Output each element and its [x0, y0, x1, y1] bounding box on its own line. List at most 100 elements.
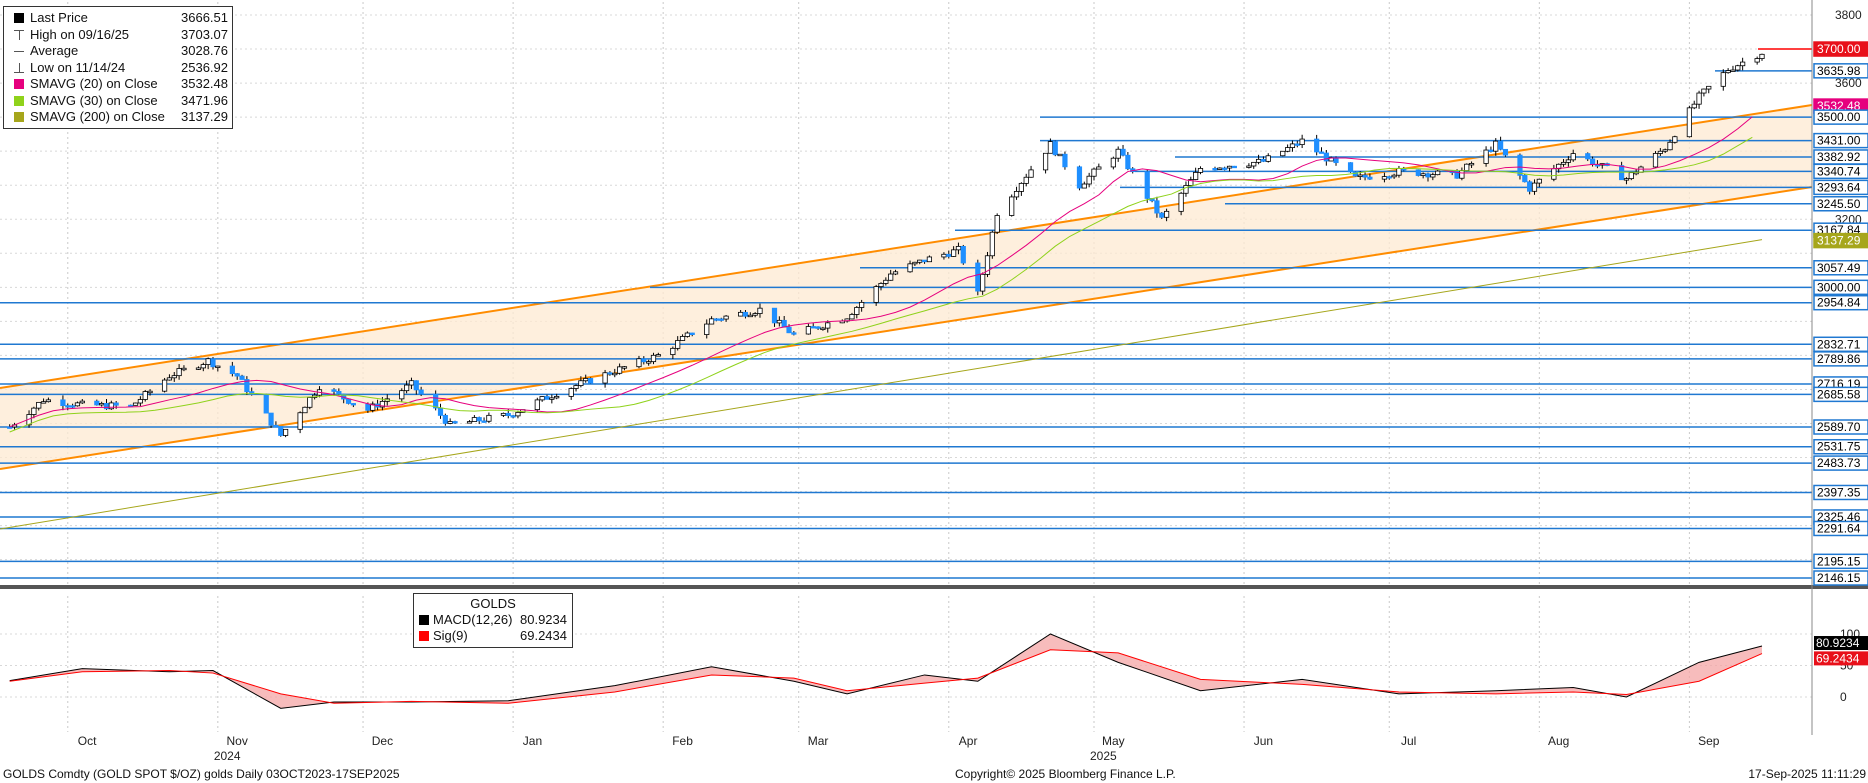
candle-body	[980, 273, 986, 292]
smavg-30-line	[9, 136, 1753, 433]
candle-body	[912, 261, 918, 265]
candle-body	[1125, 154, 1131, 170]
legend-label: Low on 11/14/24	[30, 59, 126, 75]
legend-label: High on 09/16/25	[30, 26, 130, 42]
macd-label: 69.2434	[1816, 651, 1860, 665]
candle-body	[951, 249, 957, 257]
candle-body	[200, 364, 206, 369]
level-label: 3635.98	[1817, 64, 1861, 78]
candle-body	[1091, 168, 1097, 177]
legend-value: 3471.96	[181, 92, 228, 108]
level-label-box	[1813, 132, 1868, 149]
candle-body	[1251, 161, 1257, 167]
candle-body	[757, 307, 763, 314]
candle-body	[650, 354, 657, 363]
level-label: 3000.00	[1817, 280, 1861, 294]
candle-body	[404, 384, 410, 392]
level-label: 2589.70	[1817, 420, 1861, 434]
candle-body	[36, 401, 42, 409]
candle-body	[181, 367, 187, 371]
candle-body	[1706, 85, 1712, 90]
macd-legend-row: MACD(12,26) 80.9234	[419, 612, 567, 628]
level-label: 2195.15	[1817, 554, 1861, 568]
candle-body	[476, 417, 482, 422]
candle-body	[413, 380, 419, 391]
candle-body	[670, 347, 676, 355]
candle-body	[1323, 152, 1329, 162]
candle-body	[718, 318, 724, 321]
candle-body	[1517, 154, 1523, 176]
candle-body	[1628, 172, 1634, 180]
level-label-box	[1813, 41, 1868, 57]
level-label-box	[1813, 294, 1868, 311]
candle-body	[534, 399, 540, 411]
level-label-box	[1813, 260, 1868, 276]
level-label-box	[1813, 484, 1868, 501]
candle-body	[771, 307, 778, 324]
price-tick-label: 3600	[1835, 76, 1862, 90]
level-label: 2325.46	[1817, 510, 1861, 524]
level-label: 3340.74	[1817, 164, 1861, 178]
candle-body	[142, 391, 148, 400]
candle-body	[679, 336, 686, 341]
candle-body	[1212, 168, 1218, 171]
candle-body	[989, 231, 995, 257]
candle-body	[505, 412, 511, 417]
candle-body	[921, 259, 928, 263]
candle-body	[1018, 182, 1024, 192]
level-label: 2954.84	[1817, 296, 1861, 310]
x-month-label: Jun	[1254, 734, 1273, 748]
candle-body	[1314, 138, 1320, 153]
level-label: 2397.35	[1817, 485, 1861, 499]
candle-body	[408, 380, 415, 386]
x-month-label: Jan	[523, 734, 542, 748]
candle-body	[1197, 168, 1204, 173]
trend-channel-upper	[0, 104, 1813, 389]
candle-body	[805, 326, 811, 335]
candle-body	[984, 255, 991, 275]
level-label-box	[1813, 553, 1868, 570]
smavg-200-line	[0, 239, 1763, 530]
legend-value: 3137.29	[181, 109, 228, 124]
candle-body	[742, 311, 749, 317]
macd-label-box	[1814, 636, 1868, 651]
candle-body	[103, 403, 110, 410]
candle-body	[1483, 149, 1489, 164]
candle-body	[617, 366, 623, 374]
candle-body	[447, 421, 453, 424]
candle-body	[331, 389, 337, 392]
candle-body	[810, 326, 816, 329]
candle-body	[815, 326, 821, 329]
candle-body	[747, 314, 753, 318]
candle-body	[1052, 141, 1058, 156]
candle-body	[481, 420, 487, 423]
level-label-box	[1813, 109, 1868, 125]
candle-body	[1536, 178, 1542, 184]
candle-body	[1188, 179, 1194, 186]
candle-body	[994, 215, 1000, 233]
candle-body	[418, 389, 424, 395]
legend-row: SMAVG (200) on Close 3137.29	[8, 109, 228, 126]
legend-swatch	[14, 79, 24, 90]
level-label-box	[1813, 419, 1868, 435]
candle-body	[379, 400, 386, 408]
legend-row: Low on 11/14/24 2536.92	[8, 60, 228, 77]
candle-body	[302, 406, 308, 414]
candle-body	[229, 365, 235, 375]
candle-body	[195, 367, 202, 370]
candle-body	[708, 318, 715, 325]
candle-body	[1086, 175, 1092, 185]
macd-panel	[0, 596, 1812, 732]
level-label: 3500.00	[1817, 110, 1861, 124]
candle-body	[1096, 166, 1102, 170]
candle-body	[452, 421, 458, 424]
macd-swatch	[419, 615, 429, 625]
level-label-box	[1813, 570, 1868, 586]
level-label-box	[1813, 520, 1868, 537]
footer-timestamp: 17-Sep-2025 11:11:29	[1748, 767, 1866, 781]
candle-body	[738, 311, 744, 317]
signal-swatch	[419, 631, 429, 641]
candle-body	[539, 396, 545, 401]
candle-body	[975, 262, 981, 292]
candle-body	[1725, 70, 1731, 74]
